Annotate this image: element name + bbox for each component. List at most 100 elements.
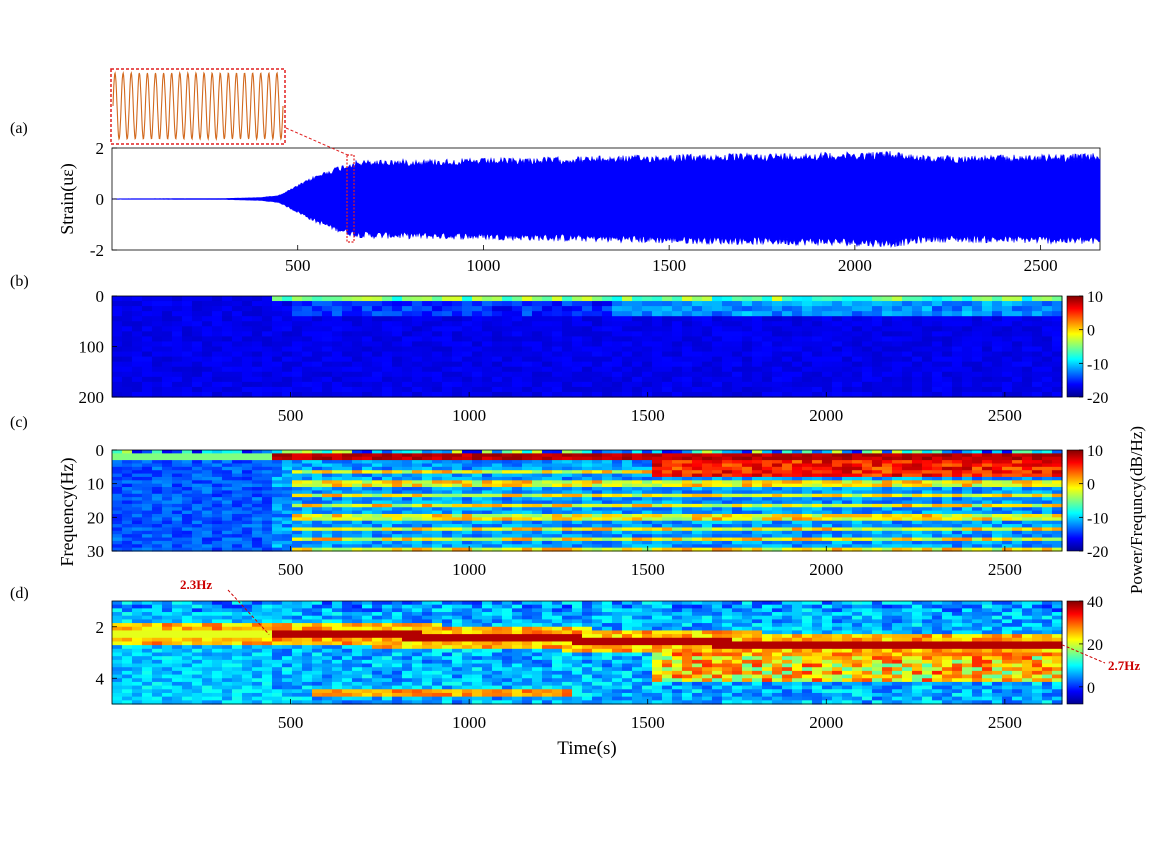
spectrogram-b-cell — [232, 361, 243, 368]
spectrogram-c-cell — [272, 490, 283, 495]
spectrogram-b-cell — [812, 341, 823, 348]
spectrogram-b-cell — [322, 331, 333, 337]
spectrogram-b-cell — [522, 386, 533, 393]
spectrogram-c-cell — [502, 463, 513, 468]
spectrogram-c-cell — [932, 490, 943, 495]
spectrogram-c-cell — [502, 490, 513, 495]
spectrogram-c-cell — [442, 480, 453, 485]
spectrogram-b-cell — [392, 371, 403, 378]
spectrogram-c-cell — [412, 473, 423, 478]
spectrogram-b-cell — [542, 381, 553, 388]
spectrogram-c-cell — [602, 473, 613, 478]
spectrogram-d-cell — [162, 670, 173, 676]
spectrogram-c-cell — [452, 544, 463, 549]
spectrogram-b-cell — [662, 316, 673, 322]
spectrogram-c-cell — [642, 493, 653, 498]
spectrogram-c-cell — [442, 490, 453, 495]
spectrogram-c-cell — [1042, 534, 1053, 539]
spectrogram-c-cell — [732, 453, 743, 458]
spectrogram-b-cell — [1022, 366, 1033, 373]
spectrogram-c-cell — [392, 527, 403, 532]
spectrogram-c-cell — [1042, 507, 1053, 512]
spectrogram-b-cell — [152, 306, 163, 312]
inset-zoom — [110, 68, 351, 157]
spectrogram-c-cell — [112, 483, 123, 488]
spectrogram-b-cell — [912, 391, 923, 398]
spectrogram-c-cell — [412, 507, 423, 512]
spectrogram-b-cell — [942, 346, 953, 353]
spectrogram-d-cell — [122, 692, 133, 698]
spectrogram-b-cell — [552, 306, 563, 312]
spectrogram-c-cell — [762, 547, 773, 552]
spectrogram-c-cell — [362, 493, 373, 498]
spectrogram-c-cell — [672, 537, 683, 542]
spectrogram-b-cell — [852, 331, 863, 337]
spectrogram-b-cell — [902, 376, 913, 383]
spectrogram-b-cell — [982, 341, 993, 348]
spectrogram-b-cell — [822, 306, 833, 312]
spectrogram-b-cell — [262, 386, 273, 393]
spectrogram-c-cell — [1012, 453, 1023, 458]
spectrogram-b-cell — [1012, 331, 1023, 337]
spectrogram-b-cell — [282, 351, 293, 358]
spectrogram-c-cell — [752, 520, 763, 525]
spectrogram-b-cell — [112, 361, 123, 368]
spectrogram-b-cell — [932, 326, 943, 332]
spectrogram-b-cell — [432, 326, 443, 332]
spectrogram-c-xtick-label: 500 — [278, 560, 304, 579]
spectrogram-c-cell — [172, 547, 183, 552]
spectrogram-b-cell — [862, 386, 873, 393]
spectrogram-c-cell — [532, 470, 543, 475]
spectrogram-c-cell — [852, 524, 863, 529]
spectrogram-c-cell — [592, 544, 603, 549]
spectrogram-c-cell — [832, 530, 843, 535]
spectrogram-b-cell — [822, 356, 833, 363]
spectrogram-d-cell — [152, 681, 163, 687]
spectrogram-b-cell — [302, 296, 313, 302]
spectrogram-c-cell — [932, 493, 943, 498]
spectrogram-b-cell — [652, 311, 663, 317]
spectrogram-b-cell — [512, 296, 523, 302]
spectrogram-c-cell — [212, 483, 223, 488]
spectrogram-c-cell — [692, 503, 703, 508]
spectrogram-c-cell — [1012, 503, 1023, 508]
spectrogram-b-cell — [202, 391, 213, 398]
spectrogram-c-cell — [512, 450, 523, 454]
spectrogram-c-cell — [802, 547, 813, 552]
spectrogram-b-cell — [862, 311, 873, 317]
spectrogram-c-xtick-label: 1000 — [452, 560, 486, 579]
spectrogram-c-cell — [702, 547, 713, 552]
spectrogram-b-cell — [1002, 376, 1013, 383]
spectrogram-c-cell — [892, 513, 903, 518]
spectrogram-c-cell — [302, 544, 313, 549]
spectrogram-c-cell — [622, 524, 633, 529]
spectrogram-b-cell — [712, 346, 723, 353]
spectrogram-c-cell — [432, 513, 443, 518]
spectrogram-c-cell — [972, 534, 983, 539]
spectrogram-b-cell — [772, 381, 783, 388]
spectrogram-c-cell — [382, 483, 393, 488]
spectrogram-c-cell — [272, 517, 283, 522]
spectrogram-c-cell — [442, 497, 453, 502]
spectrogram-c-cell — [572, 493, 583, 498]
spectrogram-c-cell — [242, 540, 253, 545]
spectrogram-c-cell — [532, 503, 543, 508]
spectrogram-b-cell — [1012, 381, 1023, 388]
spectrogram-b-cell — [752, 336, 763, 343]
spectrogram-c-cell — [812, 463, 823, 468]
spectrogram-b-cell — [262, 326, 273, 332]
spectrogram-c-cell — [612, 483, 623, 488]
spectrogram-b-cell — [422, 301, 433, 307]
spectrogram-b-cell — [682, 371, 693, 378]
spectrogram-c-cell — [612, 493, 623, 498]
spectrogram-c-cell — [372, 517, 383, 522]
spectrogram-d-cell — [122, 681, 133, 687]
spectrogram-b-cell — [572, 371, 583, 378]
spectrogram-c-cell — [592, 456, 603, 461]
spectrogram-c-cell — [402, 463, 413, 468]
spectrogram-c-cell — [192, 473, 203, 478]
spectrogram-b-cell — [762, 346, 773, 353]
spectrogram-c-cell — [292, 524, 303, 529]
spectrogram-b-cell — [132, 306, 143, 312]
spectrogram-b-cell — [462, 341, 473, 348]
